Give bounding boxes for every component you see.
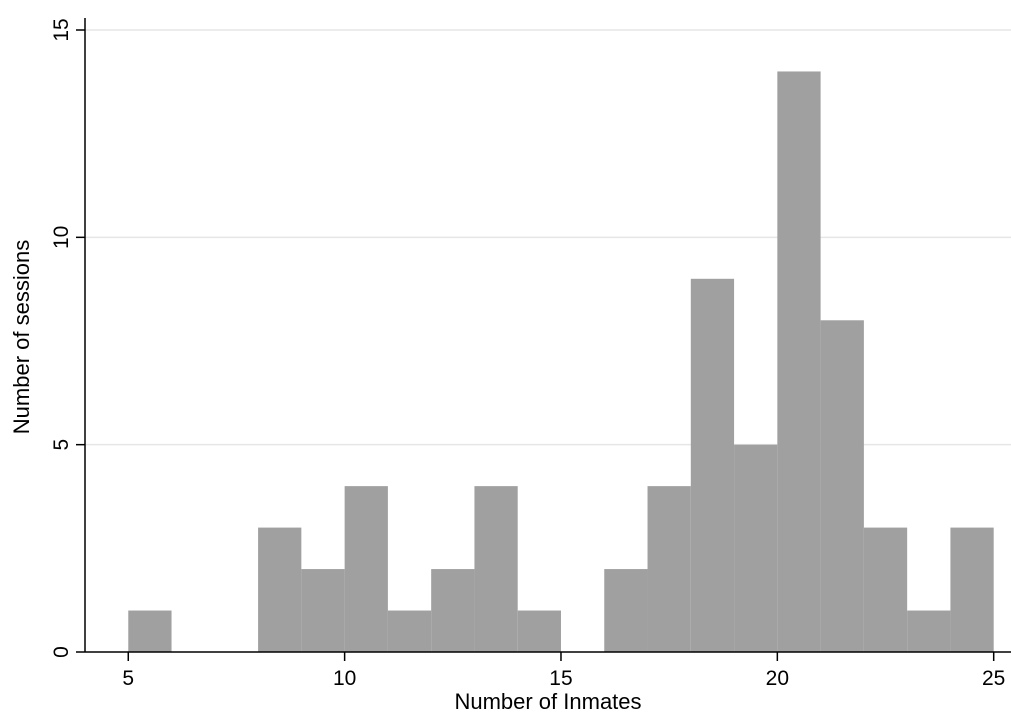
x-axis-ticks: 5 10 15 20 25 bbox=[122, 652, 1005, 690]
bars bbox=[128, 71, 994, 652]
x-axis-title: Number of Inmates bbox=[454, 689, 641, 714]
bar-18-19 bbox=[690, 278, 735, 652]
bar-21-22 bbox=[820, 320, 864, 652]
bar-13-14 bbox=[474, 486, 518, 652]
x-tick-label-5: 5 bbox=[122, 667, 134, 690]
x-tick-label-20: 20 bbox=[766, 667, 789, 690]
bar-12-13 bbox=[431, 569, 475, 652]
bar-19-20 bbox=[734, 444, 778, 652]
bar-20-21 bbox=[777, 71, 821, 652]
x-tick-label-10: 10 bbox=[333, 667, 356, 690]
bar-8-9 bbox=[258, 527, 302, 652]
bar-14-15 bbox=[517, 610, 561, 652]
y-tick-label-5: 5 bbox=[50, 439, 73, 451]
x-tick-label-25: 25 bbox=[982, 667, 1005, 690]
bar-11-12 bbox=[387, 610, 432, 652]
bar-5-6 bbox=[128, 610, 172, 652]
y-tick-label-15: 15 bbox=[50, 18, 73, 41]
bar-10-11 bbox=[344, 486, 388, 652]
bar-17-18 bbox=[647, 486, 691, 652]
bar-22-23 bbox=[863, 527, 908, 652]
bar-24-25 bbox=[950, 527, 994, 652]
y-tick-label-0: 0 bbox=[50, 646, 73, 658]
y-tick-label-10: 10 bbox=[50, 226, 73, 249]
axes bbox=[84, 18, 1011, 653]
gridlines bbox=[85, 29, 1011, 446]
bar-23-24 bbox=[907, 610, 951, 652]
y-axis-ticks: 0 5 10 15 bbox=[50, 18, 85, 658]
x-tick-label-15: 15 bbox=[549, 667, 572, 690]
y-axis-title: Number of sessions bbox=[9, 240, 34, 434]
bar-16-17 bbox=[604, 569, 648, 652]
bar-9-10 bbox=[301, 569, 345, 652]
